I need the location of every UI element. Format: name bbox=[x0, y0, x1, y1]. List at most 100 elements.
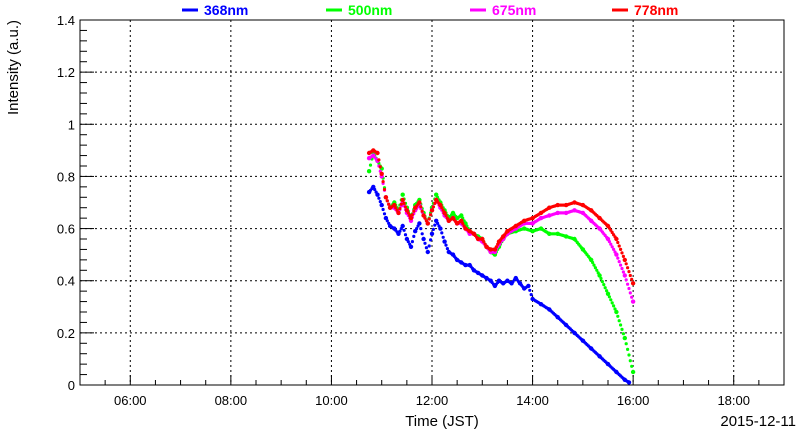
data-point bbox=[379, 171, 384, 176]
data-point bbox=[383, 215, 389, 221]
legend-label: 500nm bbox=[348, 2, 392, 18]
series-trace-dot bbox=[433, 201, 437, 205]
series-trace-dot bbox=[444, 213, 448, 218]
data-point bbox=[366, 169, 372, 174]
series-trace-dot bbox=[620, 266, 624, 271]
series-trace-dot bbox=[377, 196, 381, 200]
series-trace-dot bbox=[624, 262, 628, 266]
series-trace-dot bbox=[427, 244, 431, 248]
series-trace-dot bbox=[619, 323, 623, 327]
legend-label: 368nm bbox=[204, 2, 248, 18]
data-point bbox=[622, 257, 627, 263]
series-trace-dot bbox=[616, 256, 620, 260]
series-trace-dot bbox=[626, 347, 630, 351]
data-point bbox=[622, 273, 627, 278]
series-500nm bbox=[366, 150, 636, 375]
x-tick-label: 16:00 bbox=[617, 393, 650, 408]
x-tick-label: 12:00 bbox=[416, 393, 449, 408]
series-trace-dot bbox=[624, 342, 628, 346]
series-trace-dot bbox=[378, 200, 382, 204]
series-trace-dot bbox=[423, 241, 427, 245]
data-point bbox=[630, 299, 636, 304]
series-trace-dot bbox=[630, 277, 634, 281]
data-point bbox=[383, 195, 389, 200]
series-trace-dot bbox=[621, 254, 626, 258]
y-tick-label: 0.2 bbox=[57, 326, 75, 341]
series-trace-dot bbox=[382, 187, 387, 192]
data-point bbox=[614, 236, 619, 242]
series-trace-dot bbox=[609, 242, 613, 246]
data-point bbox=[597, 273, 602, 278]
series-trace-dot bbox=[398, 229, 402, 233]
series-trace-dot bbox=[461, 221, 465, 225]
series-trace-dot bbox=[403, 205, 408, 209]
data-point bbox=[417, 221, 422, 226]
data-point bbox=[630, 369, 636, 375]
series-trace-dot bbox=[603, 286, 607, 290]
series-trace-dot bbox=[624, 278, 628, 282]
series-trace-dot bbox=[377, 158, 381, 162]
series-trace-dot bbox=[600, 280, 605, 284]
series-trace-dot bbox=[529, 293, 533, 297]
series-trace-dot bbox=[630, 295, 634, 299]
series-trace-dot bbox=[619, 247, 623, 251]
data-point bbox=[614, 252, 619, 257]
series-trace-dot bbox=[373, 187, 377, 192]
y-axis-title: Intensity (a.u.) bbox=[5, 20, 22, 115]
series-trace-dot bbox=[406, 211, 410, 215]
series-trace-dot bbox=[419, 205, 423, 209]
series-trace-dot bbox=[620, 327, 624, 331]
series-trace-dot bbox=[385, 199, 389, 203]
series-trace-dot bbox=[394, 206, 398, 210]
series-trace-dot bbox=[619, 263, 623, 267]
series-trace-dot bbox=[593, 266, 598, 270]
data-points bbox=[366, 148, 636, 385]
series-trace-dot bbox=[595, 268, 599, 272]
series-trace-dot bbox=[381, 207, 385, 212]
x-tick-label: 18:00 bbox=[717, 393, 750, 408]
series-trace-dot bbox=[612, 247, 616, 251]
series-trace-dot bbox=[403, 233, 408, 237]
series-trace-dot bbox=[628, 273, 632, 278]
date-label: 2015-12-11 bbox=[720, 413, 796, 430]
series-trace-dot bbox=[620, 251, 624, 255]
series-trace-dot bbox=[436, 221, 440, 225]
data-point bbox=[396, 210, 401, 216]
axis-ticks: 06:00 08:00 10:00 12:00 14:00 16:00 18:00 0 0.2 0… bbox=[57, 13, 760, 408]
data-point bbox=[429, 208, 435, 213]
data-point bbox=[421, 236, 426, 242]
series-trace-dot bbox=[610, 245, 614, 249]
x-tick-label: 10:00 bbox=[315, 393, 348, 408]
data-point bbox=[375, 192, 380, 197]
series-368nm bbox=[366, 184, 632, 385]
series-trace-dot bbox=[609, 298, 613, 302]
series-trace-dot bbox=[616, 314, 620, 318]
data-point bbox=[400, 223, 405, 229]
series-trace-dot bbox=[627, 270, 631, 274]
x-tick-label: 08:00 bbox=[215, 393, 248, 408]
series-trace-dot bbox=[420, 232, 424, 236]
x-tick-label: 14:00 bbox=[516, 393, 549, 408]
data-point bbox=[526, 283, 531, 289]
series-trace-dot bbox=[368, 163, 373, 167]
y-tick-label: 0 bbox=[68, 378, 75, 393]
series-trace-dot bbox=[627, 286, 631, 291]
series-trace-dot bbox=[406, 240, 410, 244]
series-trace-dot bbox=[424, 246, 428, 250]
series-trace-dot bbox=[420, 209, 424, 213]
series-trace-dot bbox=[630, 364, 634, 368]
series-trace-dot bbox=[387, 202, 391, 206]
y-tick-label: 1 bbox=[68, 117, 75, 132]
series-trace-dot bbox=[419, 227, 423, 231]
y-tick-label: 0.4 bbox=[57, 274, 75, 289]
series-trace-dot bbox=[617, 319, 621, 323]
series-trace-dot bbox=[441, 235, 445, 239]
data-point bbox=[429, 231, 435, 236]
data-point bbox=[614, 309, 619, 315]
series-trace-dot bbox=[621, 270, 626, 274]
series-trace-dot bbox=[607, 240, 612, 244]
series-trace-dot bbox=[599, 276, 603, 281]
series-trace-dot bbox=[445, 247, 449, 251]
series-trace-dot bbox=[423, 216, 427, 220]
